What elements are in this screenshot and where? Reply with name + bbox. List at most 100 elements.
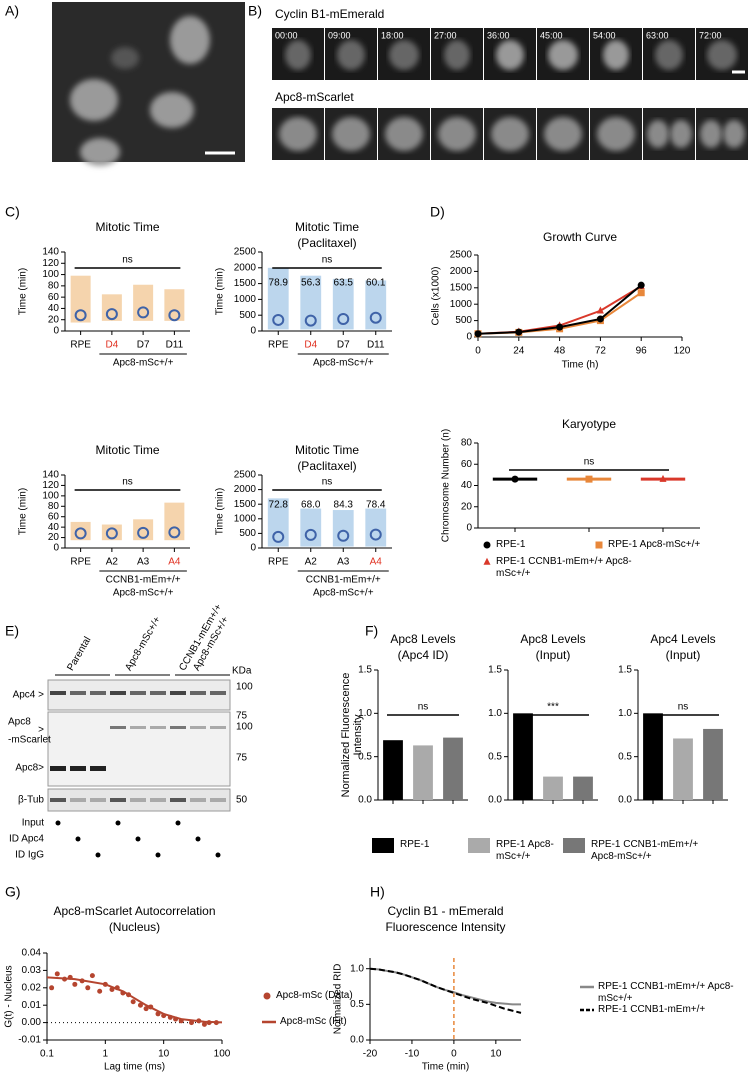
cell xyxy=(544,117,582,151)
marker xyxy=(585,475,593,483)
legend-label: Apc8-mSc (Data) xyxy=(276,990,353,1001)
series-line xyxy=(369,967,521,1006)
y-tick-label: 20 xyxy=(48,314,60,325)
marker xyxy=(483,557,491,565)
x-tick-label: D4 xyxy=(105,340,118,351)
band xyxy=(110,798,126,802)
median xyxy=(369,311,382,324)
y-tick-label: 0 xyxy=(53,326,59,337)
x-tick-label: A4 xyxy=(168,557,181,568)
x-tick-label: 0 xyxy=(451,1049,457,1060)
band xyxy=(70,691,86,695)
y-tick-label: 0.5 xyxy=(350,999,364,1010)
median xyxy=(272,313,285,326)
x-tick-label: A4 xyxy=(370,557,383,568)
range xyxy=(300,275,322,330)
y-tick-label: 1.5 xyxy=(358,665,372,676)
y-tick-label: 1.5 xyxy=(488,665,502,676)
x-tick-label: A3 xyxy=(137,557,150,568)
range xyxy=(164,289,185,321)
row-label: -mScarlet xyxy=(8,735,51,746)
y-tick-label: 2500 xyxy=(234,247,257,258)
cell xyxy=(491,117,529,151)
y-tick-label: 0.04 xyxy=(22,948,42,959)
condition-dot xyxy=(115,820,121,826)
panel-label: F) xyxy=(365,623,378,639)
marker xyxy=(483,541,491,549)
y-tick-label: 2500 xyxy=(450,250,473,261)
legend-swatch xyxy=(563,838,585,853)
legend-label: Apc8-mSc (Fit) xyxy=(280,1016,347,1027)
annotation: 72.8 xyxy=(269,500,289,511)
y-axis-label: Time (min) xyxy=(18,488,29,535)
significance-label: ns xyxy=(322,477,333,488)
cell xyxy=(723,120,745,148)
band xyxy=(70,766,86,771)
group-label: CCNB1-mEm+/+ xyxy=(106,575,181,586)
condition-dot xyxy=(155,852,161,858)
panel-label: H) xyxy=(370,884,385,900)
y-tick-label: 2000 xyxy=(450,266,473,277)
legend-label: RPE-1 Apc8-mSc+/+ xyxy=(608,539,701,550)
row-label: β-Tub xyxy=(18,795,44,806)
median xyxy=(337,529,350,542)
y-axis-label: Time (min) xyxy=(215,488,226,535)
x-axis-label: Time (min) xyxy=(422,1062,469,1073)
marker xyxy=(474,330,482,338)
significance-label: ns xyxy=(122,477,133,488)
y-axis-label: Normalized Fluorescence Intensity xyxy=(340,672,364,798)
y-tick-label: 80 xyxy=(48,280,60,291)
y-tick-label: 0 xyxy=(250,543,256,554)
range xyxy=(133,284,154,321)
x-tick-label: D7 xyxy=(337,340,350,351)
annotation: 60.1 xyxy=(366,278,386,289)
cell xyxy=(597,117,635,151)
condition-dot xyxy=(175,820,181,826)
y-tick-label: 100 xyxy=(42,490,59,501)
legend-swatch xyxy=(468,838,490,853)
band xyxy=(110,726,126,729)
range xyxy=(164,502,185,541)
y-tick-label: 60 xyxy=(48,292,60,303)
timestamp: 18:00 xyxy=(381,30,404,40)
significance-label: ns xyxy=(322,255,333,266)
y-tick-label: 120 xyxy=(42,480,59,491)
bar xyxy=(413,745,433,800)
marker xyxy=(97,988,103,994)
mw-label: 100 xyxy=(236,722,253,733)
kda-label: KDa xyxy=(232,666,252,677)
significance-label: ns xyxy=(418,702,429,713)
timestamp: 63:00 xyxy=(646,30,669,40)
row-title: Apc8-mScarlet xyxy=(275,90,354,104)
band xyxy=(130,798,146,802)
x-tick-label: 10 xyxy=(158,1049,170,1060)
row-label: Apc4 > xyxy=(13,690,45,701)
median xyxy=(304,314,317,327)
y-tick-label: 0.01 xyxy=(22,1000,42,1011)
chart-subtitle: (Nucleus) xyxy=(109,920,160,934)
condition-label: ID IgG xyxy=(15,850,44,861)
x-tick-label: 72 xyxy=(595,346,607,357)
panel-label: A) xyxy=(5,3,19,19)
cell xyxy=(438,117,476,151)
x-tick-label: 48 xyxy=(554,346,566,357)
cell xyxy=(444,40,470,70)
band xyxy=(210,798,226,802)
median xyxy=(105,527,118,540)
band xyxy=(130,691,146,695)
median xyxy=(369,528,382,541)
range xyxy=(70,275,91,323)
y-tick-label: 60 xyxy=(461,459,473,470)
chart-subtitle: Fluorescence Intensity xyxy=(385,920,505,934)
band xyxy=(110,691,126,695)
x-tick-label: RPE xyxy=(70,340,91,351)
band xyxy=(170,798,186,802)
group-label: Apc8-mSc+/+ xyxy=(113,588,174,599)
annotation: 63.5 xyxy=(334,278,354,289)
legend-label: RPE-1 CCNB1-mEm+/+ xyxy=(598,1004,706,1015)
series-line xyxy=(46,976,223,1024)
band xyxy=(90,691,106,695)
marker xyxy=(85,985,91,991)
x-axis-label: Lag time (ms) xyxy=(104,1062,165,1073)
cell xyxy=(496,40,524,70)
